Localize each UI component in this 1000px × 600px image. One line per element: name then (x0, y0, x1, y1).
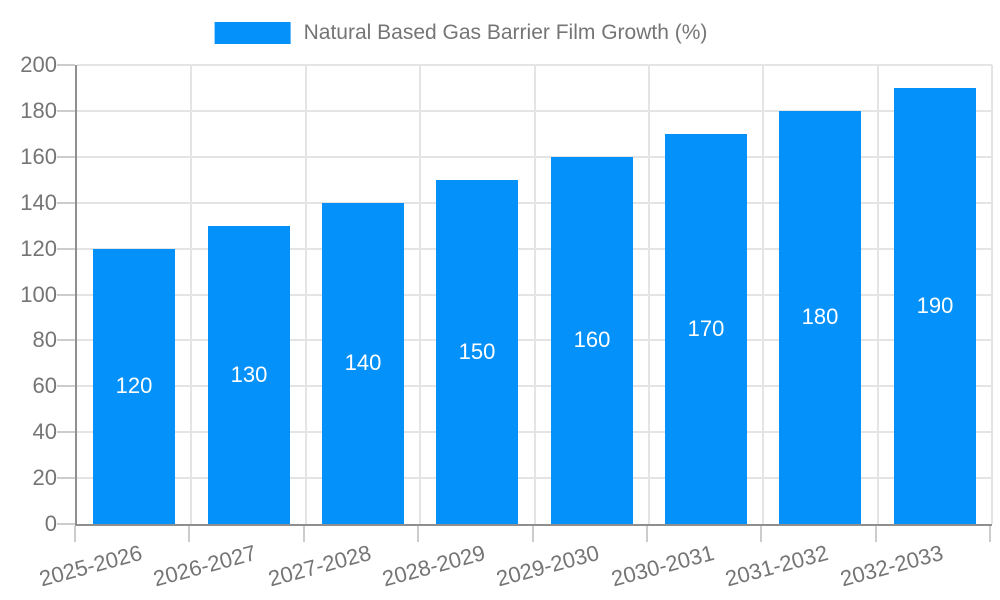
y-axis-tick (57, 293, 75, 296)
bar[interactable]: 150 (436, 180, 518, 524)
x-gridline (304, 65, 307, 524)
y-axis-tick (57, 64, 75, 66)
x-axis-tick (417, 526, 420, 542)
y-axis-tick (57, 339, 75, 342)
x-axis-tick (874, 526, 877, 542)
bar-value-label: 160 (573, 327, 611, 352)
x-axis-tick (302, 526, 305, 542)
y-axis-tick-label: 80 (32, 327, 57, 353)
x-gridline (647, 65, 650, 524)
bar[interactable]: 140 (322, 203, 404, 524)
x-axis-category-label: 2027-2028 (265, 540, 374, 592)
x-axis-tick (989, 526, 991, 542)
chart-legend-item[interactable]: Natural Based Gas Barrier Film Growth (%… (214, 21, 708, 45)
bar-value-label: 190 (916, 293, 954, 318)
legend-swatch (214, 22, 291, 44)
y-axis-tick (57, 477, 75, 480)
y-axis-tick (57, 109, 75, 112)
y-axis-tick-label: 120 (20, 235, 57, 261)
y-axis-tick-label: 200 (20, 52, 57, 77)
x-gridline (876, 65, 879, 524)
bar[interactable]: 180 (779, 111, 861, 524)
bar-value-label: 170 (687, 316, 725, 341)
x-axis-category-label: 2031-2032 (722, 540, 831, 592)
legend-label: Natural Based Gas Barrier Film Growth (%… (303, 21, 708, 44)
y-axis-tick-label: 60 (32, 373, 57, 399)
bar-value-label: 180 (801, 304, 839, 329)
y-axis-tick (57, 523, 75, 525)
bar-value-label: 140 (344, 350, 382, 375)
y-axis-tick (57, 431, 75, 434)
bar[interactable]: 160 (551, 157, 633, 524)
x-axis-category-label: 2030-2031 (608, 540, 717, 592)
x-gridline (991, 65, 993, 524)
y-axis-tick (57, 201, 75, 204)
y-axis-tick-label: 140 (20, 189, 57, 215)
bar[interactable]: 130 (208, 226, 290, 524)
x-axis-tick (74, 526, 76, 542)
y-axis-tick (57, 155, 75, 158)
x-axis-category-label: 2032-2033 (837, 540, 946, 592)
y-axis-tick-label: 160 (20, 143, 57, 169)
bar-value-label: 150 (458, 339, 496, 364)
x-axis-category-label: 2028-2029 (379, 540, 488, 592)
x-gridline (190, 65, 193, 524)
x-gridline (419, 65, 422, 524)
x-axis-tick (188, 526, 191, 542)
x-axis-category-label: 2025-2026 (36, 540, 145, 592)
y-axis-tick-label: 0 (44, 511, 57, 536)
x-axis-category-label: 2029-2030 (494, 540, 603, 592)
x-gridline (762, 65, 765, 524)
x-axis-category-label: 2026-2027 (150, 540, 260, 592)
y-axis-tick-label: 100 (20, 281, 57, 307)
bar-value-label: 120 (115, 373, 153, 398)
x-axis-tick (531, 526, 534, 542)
bar-value-label: 130 (230, 362, 268, 387)
x-axis-tick (645, 526, 648, 542)
y-axis-tick-label: 40 (32, 419, 57, 445)
y-axis-tick (57, 385, 75, 388)
y-axis-tick-label: 20 (32, 465, 57, 491)
plot-area: 120 130 140 150 160 170 180 190 (75, 64, 993, 526)
bar[interactable]: 120 (93, 249, 175, 524)
x-gridline (533, 65, 536, 524)
bar[interactable]: 190 (894, 88, 976, 524)
bar[interactable]: 170 (665, 134, 747, 524)
y-axis-tick-label: 180 (20, 97, 57, 123)
x-axis-tick (760, 526, 763, 542)
y-axis-tick (57, 247, 75, 250)
